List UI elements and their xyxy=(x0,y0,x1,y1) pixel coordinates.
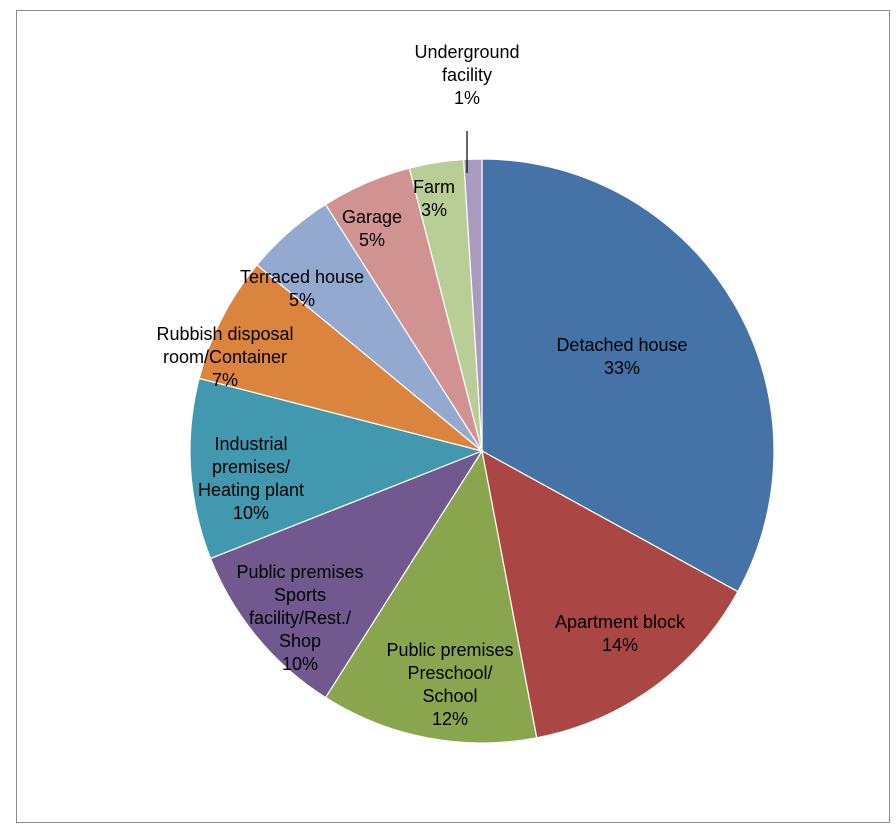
slice-label-farm: Farm 3% xyxy=(413,177,455,220)
slice-label-underground-facility: Underground facility 1% xyxy=(414,42,519,108)
slice-label-rubbish-disposal-room-container: Rubbish disposal room/Container 7% xyxy=(156,324,293,390)
slice-label-industrial-premises-heating-plant: Industrial premises/Heating plant 10% xyxy=(198,434,304,523)
slice-label-garage: Garage 5% xyxy=(342,207,402,250)
chart-frame: Detached house 33% Apartment block 14% Publi… xyxy=(16,10,890,823)
slice-label-detached-house: Detached house 33% xyxy=(556,335,687,378)
slice-label-apartment-block: Apartment block 14% xyxy=(555,612,686,655)
pie-slice-rubbish-disposal-room-container xyxy=(198,264,483,452)
pie-slice-apartment-block xyxy=(481,449,739,739)
pie-slice-detached-house xyxy=(481,158,775,593)
pie-slice-underground-facility xyxy=(463,158,483,452)
pie-chart: Detached house 33% Apartment block 14% Publi… xyxy=(156,42,775,744)
pie-slices xyxy=(189,158,775,744)
slice-label-public-premises-preschool-school: Public premises Preschool/School 12% xyxy=(386,640,513,729)
slice-labels: Detached house 33% Apartment block 14% Publi… xyxy=(156,42,687,729)
pie-slice-public-premises-preschool-school xyxy=(324,449,538,744)
slice-label-terraced-house: Terraced house 5% xyxy=(240,267,364,310)
pie-slice-industrial-premises-heating-plant xyxy=(189,377,484,560)
pie-slice-public-premises-sports-facility-rest-shop xyxy=(209,449,484,699)
slice-label-public-premises-sports-facility-rest-shop: Public premises Sports facility/Rest./Shop… xyxy=(236,562,363,674)
